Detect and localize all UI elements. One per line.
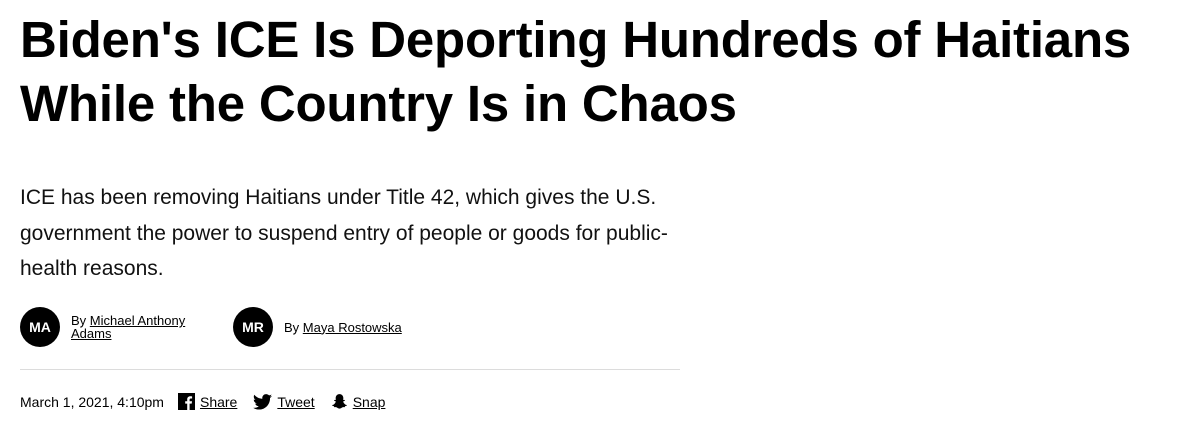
author-byline: By Michael Anthony Adams [71,314,199,340]
divider [20,369,680,370]
author-byline: By Maya Rostowska [284,321,402,334]
share-snapchat-button[interactable]: Snap [331,393,386,410]
author-link[interactable]: Maya Rostowska [302,319,402,335]
author-link[interactable]: Michael Anthony Adams [71,313,186,341]
share-label: Share [199,393,238,410]
article-meta: March 1, 2021, 4:10pm Share Tweet [20,393,401,410]
avatar[interactable]: MA [20,307,60,347]
author-michael-anthony-adams: MA By Michael Anthony Adams [20,307,199,347]
byline: MA By Michael Anthony Adams MR By Maya R… [20,307,402,347]
twitter-icon [253,393,273,410]
facebook-icon [177,393,195,410]
article-dek: ICE has been removing Haitians under Tit… [20,186,668,280]
article-headline: Biden's ICE Is Deporting Hundreds of Hai… [20,11,1132,132]
byline-prefix: By [284,319,300,335]
author-maya-rostowska: MR By Maya Rostowska [233,307,402,347]
share-label: Snap [352,393,386,410]
share-label: Tweet [277,393,315,410]
avatar[interactable]: MR [233,307,273,347]
share-facebook-button[interactable]: Share [177,393,238,410]
byline-prefix: By [71,313,87,328]
publish-timestamp: March 1, 2021, 4:10pm [20,393,164,410]
snapchat-icon [331,393,348,410]
share-twitter-button[interactable]: Tweet [253,393,315,410]
